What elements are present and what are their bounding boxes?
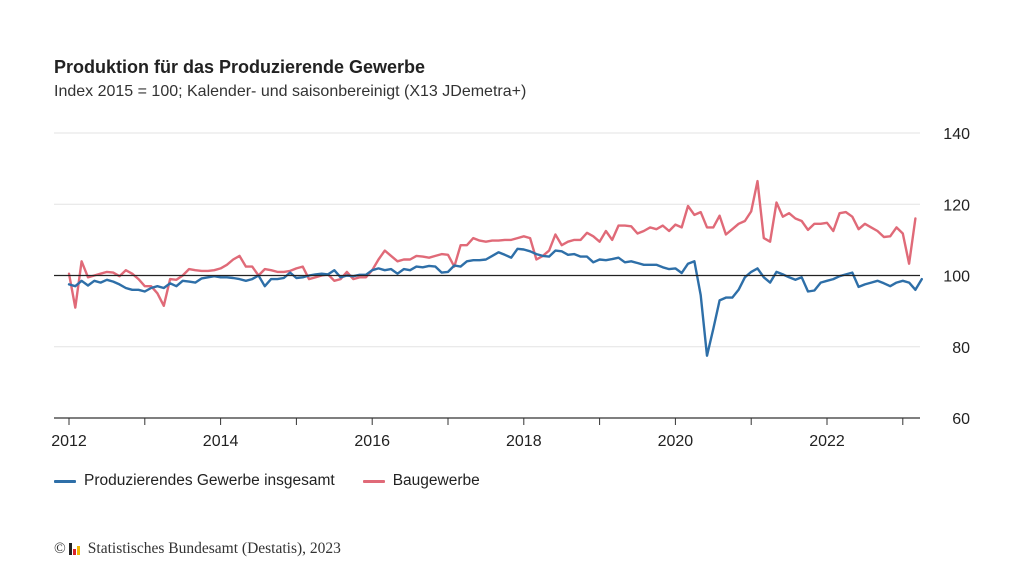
series-line-1: [67, 247, 923, 357]
destatis-logo-icon: [68, 543, 84, 555]
legend-item-series-1[interactable]: Produzierendes Gewerbe insgesamt: [54, 472, 335, 490]
legend-label-series-1: Produzierendes Gewerbe insgesamt: [84, 472, 335, 489]
x-axis: 2012 2014 2016 2018 2020 2022: [51, 417, 920, 450]
series-lines: [54, 179, 923, 357]
y-tick-label-80: 80: [952, 340, 970, 357]
legend-swatch-series-1: [54, 479, 76, 483]
copyright-symbol: ©: [54, 540, 66, 557]
grid-lines: [54, 132, 920, 348]
y-tick-label-140: 140: [943, 126, 970, 143]
chart-title: Produktion für das Produzierende Gewerbe: [54, 57, 426, 77]
legend-label-series-2: Baugewerbe: [392, 472, 480, 489]
chart-subtitle: Index 2015 = 100; Kalender- und saisonbe…: [54, 83, 527, 100]
legend: Produzierendes Gewerbe insgesamt Baugewe…: [54, 472, 508, 490]
x-tick-label-2012: 2012: [51, 433, 87, 450]
x-tick-label-2022: 2022: [809, 433, 845, 450]
legend-item-series-2[interactable]: Baugewerbe: [362, 472, 480, 490]
x-tick-label-2020: 2020: [658, 433, 694, 450]
series-line-2: [67, 179, 917, 309]
source-footer: © Statistisches Bundesamt (Destatis), 20…: [54, 540, 341, 558]
y-axis-labels: 60 80 100 120 140: [943, 126, 970, 428]
x-tick-label-2018: 2018: [506, 433, 542, 450]
x-tick-label-2014: 2014: [203, 433, 239, 450]
y-tick-label-60: 60: [952, 411, 970, 428]
legend-swatch-series-2: [362, 479, 385, 483]
y-tick-label-100: 100: [943, 269, 970, 286]
x-tick-label-2016: 2016: [354, 433, 390, 450]
y-tick-label-120: 120: [943, 197, 970, 214]
source-text: Statistisches Bundesamt (Destatis), 2023: [87, 540, 341, 557]
